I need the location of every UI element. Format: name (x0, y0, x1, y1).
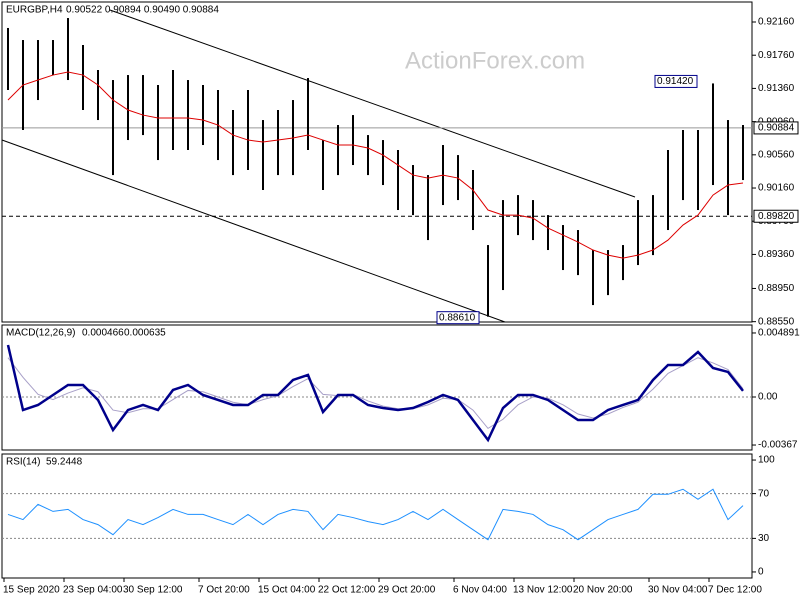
channel-lower (1, 139, 506, 323)
x-tick-label: 7 Dec 12:00 (708, 585, 762, 596)
channel-upper (109, 9, 636, 198)
level-label: 0.90884 (758, 123, 795, 134)
x-tick-label: 22 Oct 12:00 (318, 585, 376, 596)
x-tick-label: 30 Nov 04:00 (648, 585, 708, 596)
moving-average (7, 71, 744, 259)
x-tick-label: 30 Sep 12:00 (123, 585, 183, 596)
x-tick-label: 7 Oct 20:00 (198, 585, 250, 596)
level-box (753, 209, 799, 223)
y-tick-label: 0.90560 (758, 149, 795, 160)
x-tick-label: 20 Nov 20:00 (573, 585, 633, 596)
level-label: 0.89820 (758, 211, 795, 222)
y-tick-label: 100 (758, 455, 775, 466)
x-tick-label: 29 Oct 20:00 (378, 585, 436, 596)
macd-line (6, 344, 744, 443)
annotation-box (654, 74, 698, 88)
x-tick-label: 23 Sep 04:00 (63, 585, 123, 596)
y-tick-label: 0.004891 (758, 328, 800, 339)
panel-frame (1, 453, 753, 579)
panel-title: RSI(14) (6, 457, 40, 468)
y-tick-label: 0.88550 (758, 316, 795, 327)
y-tick-label: 30 (758, 533, 770, 544)
rsi-line (7, 488, 744, 541)
ohlc-values: 0.90522 0.90894 0.90490 0.90884 (66, 5, 219, 16)
x-tick-label: 15 Sep 2020 (3, 585, 60, 596)
panel-title: MACD(12,26,9) (6, 328, 75, 339)
panel-frame (1, 324, 753, 451)
y-tick-label: 0.88950 (758, 283, 795, 294)
annotation-label: 0.88610 (439, 312, 476, 323)
y-tick-label: 0.91360 (758, 83, 795, 94)
y-tick-label: 0.91760 (758, 50, 795, 61)
level-box (753, 121, 799, 135)
watermark: ActionForex.com (405, 47, 585, 74)
x-tick-label: 15 Oct 04:00 (258, 585, 316, 596)
y-tick-label: 0.90160 (758, 183, 795, 194)
panel-value: 59.2448 (46, 457, 83, 468)
y-tick-label: -0.00367 (758, 440, 798, 451)
annotation-box (436, 311, 480, 325)
y-tick-label: 0.89360 (758, 249, 795, 260)
panel-value: 0.000635 (124, 328, 166, 339)
x-tick-label: 13 Nov 12:00 (513, 585, 573, 596)
annotation-label: 0.91420 (657, 76, 694, 87)
signal-line (7, 357, 744, 430)
x-tick-label: 6 Nov 04:00 (453, 585, 507, 596)
y-tick-label: 0.92160 (758, 17, 795, 28)
y-tick-label: 70 (758, 488, 770, 499)
chart-title: EURGBP,H4 (6, 5, 63, 16)
panel-frame (1, 1, 753, 323)
y-tick-label: 0.00 (758, 392, 778, 403)
panel-value: 0.000466 (82, 328, 124, 339)
y-tick-label: 0 (758, 567, 764, 578)
